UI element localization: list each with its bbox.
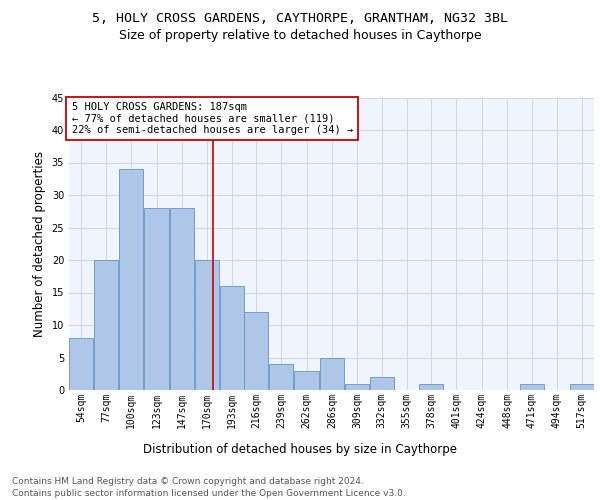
Bar (269, 364, 293, 390)
Bar (569, 384, 593, 390)
Text: Contains HM Land Registry data © Crown copyright and database right 2024.: Contains HM Land Registry data © Crown c… (12, 478, 364, 486)
Bar (370, 377, 394, 390)
Text: Size of property relative to detached houses in Caythorpe: Size of property relative to detached ho… (119, 29, 481, 42)
Bar (320, 358, 344, 390)
Text: 5, HOLY CROSS GARDENS, CAYTHORPE, GRANTHAM, NG32 3BL: 5, HOLY CROSS GARDENS, CAYTHORPE, GRANTH… (92, 12, 508, 26)
Bar (144, 208, 169, 390)
Bar (244, 312, 268, 390)
Bar (220, 286, 244, 390)
Bar (70, 338, 94, 390)
Y-axis label: Number of detached properties: Number of detached properties (33, 151, 46, 337)
Bar (520, 384, 544, 390)
Bar (419, 384, 443, 390)
Bar (94, 260, 118, 390)
Text: Contains public sector information licensed under the Open Government Licence v3: Contains public sector information licen… (12, 489, 406, 498)
Text: 5 HOLY CROSS GARDENS: 187sqm
← 77% of detached houses are smaller (119)
22% of s: 5 HOLY CROSS GARDENS: 187sqm ← 77% of de… (71, 102, 353, 135)
Bar (345, 384, 369, 390)
Bar (195, 260, 219, 390)
Bar (119, 169, 143, 390)
Bar (170, 208, 194, 390)
Bar (294, 370, 319, 390)
Text: Distribution of detached houses by size in Caythorpe: Distribution of detached houses by size … (143, 442, 457, 456)
